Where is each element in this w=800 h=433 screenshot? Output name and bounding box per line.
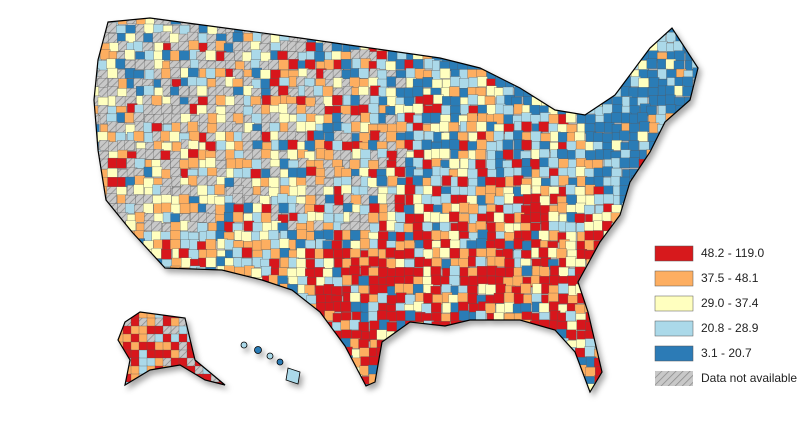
legend-swatch (654, 345, 694, 362)
legend-label: 3.1 - 20.7 (701, 346, 752, 360)
legend-swatch (654, 320, 694, 337)
legend-swatch (654, 245, 694, 262)
legend-swatch (654, 270, 694, 287)
legend-swatch-no-data (655, 371, 693, 386)
legend-label: 48.2 - 119.0 (701, 246, 764, 260)
legend-label: 37.5 - 48.1 (701, 271, 759, 285)
legend-label: 29.0 - 37.4 (701, 296, 759, 310)
county-map (93, 17, 699, 393)
hawaii (240, 341, 301, 385)
legend: 48.2 - 119.0 37.5 - 48.1 29.0 - 37.4 20.8 -… (654, 245, 797, 386)
legend-label: 20.8 - 28.9 (701, 321, 759, 335)
legend-swatch (654, 295, 694, 312)
legend-label-no-data: Data not available (701, 371, 797, 385)
